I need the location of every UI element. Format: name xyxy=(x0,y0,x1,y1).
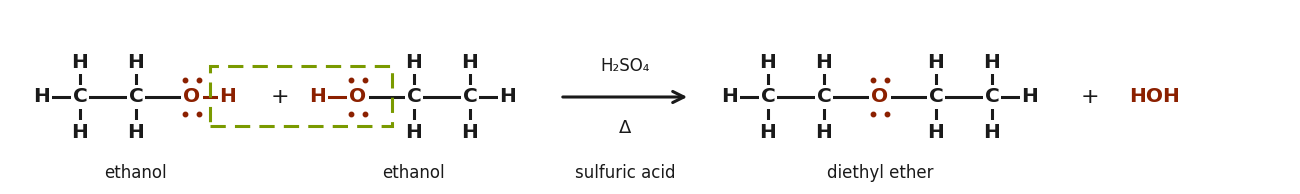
Text: H: H xyxy=(759,122,776,141)
Text: H: H xyxy=(815,122,832,141)
Text: ethanol: ethanol xyxy=(382,164,445,182)
Text: H: H xyxy=(462,53,478,72)
Text: H: H xyxy=(309,87,326,107)
Text: H: H xyxy=(72,53,88,72)
Text: H: H xyxy=(928,53,944,72)
Text: H: H xyxy=(499,87,516,107)
Text: C: C xyxy=(129,87,143,107)
Text: +: + xyxy=(270,87,290,107)
Text: H: H xyxy=(72,122,88,141)
Text: H: H xyxy=(759,53,776,72)
Text: H: H xyxy=(928,122,944,141)
Text: C: C xyxy=(73,87,87,107)
Text: sulfuric acid: sulfuric acid xyxy=(575,164,675,182)
Text: C: C xyxy=(928,87,944,107)
Text: H: H xyxy=(815,53,832,72)
Text: diethyl ether: diethyl ether xyxy=(827,164,933,182)
Text: H: H xyxy=(722,87,738,107)
Text: +: + xyxy=(1080,87,1100,107)
Text: O: O xyxy=(350,87,367,107)
Text: C: C xyxy=(816,87,832,107)
Text: C: C xyxy=(984,87,1000,107)
Text: H: H xyxy=(127,53,144,72)
Text: H: H xyxy=(406,53,423,72)
Text: H₂SO₄: H₂SO₄ xyxy=(601,57,650,75)
Text: H: H xyxy=(984,122,1001,141)
Text: H: H xyxy=(406,122,423,141)
Text: H: H xyxy=(984,53,1001,72)
Text: H: H xyxy=(34,87,51,107)
Text: O: O xyxy=(183,87,200,107)
Text: H: H xyxy=(220,87,237,107)
Text: C: C xyxy=(760,87,775,107)
Text: H: H xyxy=(127,122,144,141)
Text: H: H xyxy=(462,122,478,141)
Text: Δ: Δ xyxy=(619,119,632,137)
Text: H: H xyxy=(1022,87,1039,107)
Text: C: C xyxy=(463,87,477,107)
Text: ethanol: ethanol xyxy=(104,164,166,182)
Text: C: C xyxy=(407,87,421,107)
Text: HOH: HOH xyxy=(1130,87,1180,107)
Text: O: O xyxy=(871,87,889,107)
